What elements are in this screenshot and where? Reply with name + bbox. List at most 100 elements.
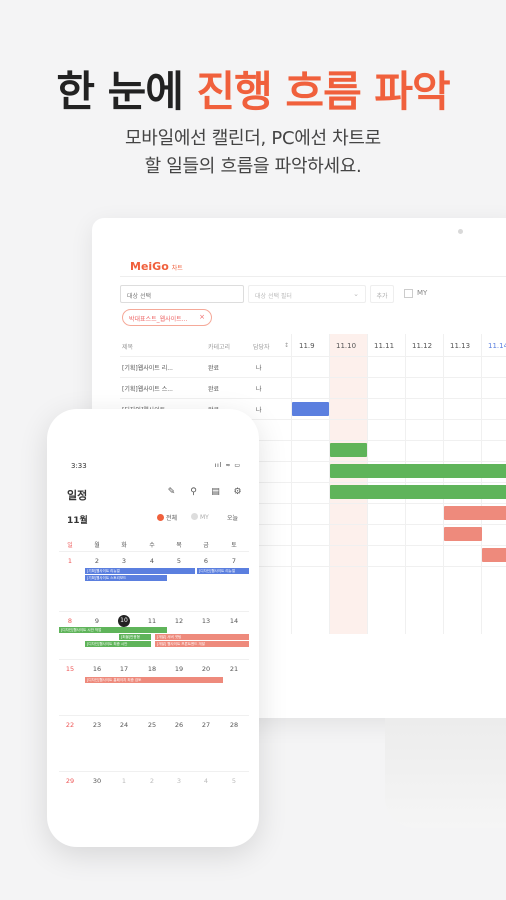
calendar-event[interactable]: [디자인]웹사이트 리뉴얼 [197, 568, 249, 574]
day-cell[interactable]: 21 [229, 665, 239, 673]
phone: 3:33 ııl ≈ ▭ 일정 ✎ ⚲ ▤ ⚙ 11월 전체 MY 오늘 일 월… [47, 409, 259, 847]
headline: 한 눈에 진행 흐름 파악 [0, 58, 506, 119]
day-cell[interactable]: 15 [65, 665, 75, 673]
day-cell[interactable]: 14 [229, 617, 239, 625]
date-header: 11.14 [488, 342, 506, 350]
day-cell[interactable]: 17 [119, 665, 129, 673]
weekday: 일 [67, 542, 73, 549]
radio-icon [157, 514, 164, 521]
day-cell[interactable]: 13 [201, 617, 211, 625]
weekday: 목 [176, 542, 182, 549]
monitor-stand [385, 718, 506, 828]
day-cell[interactable]: 28 [229, 721, 239, 729]
weekday: 화 [121, 542, 127, 549]
day-cell[interactable]: 23 [92, 721, 102, 729]
day-cell[interactable]: 6 [203, 557, 209, 565]
day-cell[interactable]: 12 [174, 617, 184, 625]
toggle-my[interactable]: MY [191, 513, 209, 521]
day-cell[interactable]: 24 [119, 721, 129, 729]
monitor: MeiGo 차트 대상 선택 대상 선택 필터 ⌄ 추가 MY 박대표스트_웹사이트… [92, 218, 506, 718]
day-cell[interactable]: 22 [65, 721, 75, 729]
row-category: 완료 [208, 386, 220, 393]
calendar-event[interactable]: [개발] 서버 셋팅 [155, 634, 249, 640]
day-cell[interactable]: 3 [176, 777, 182, 785]
my-checkbox[interactable] [404, 289, 413, 298]
close-icon[interactable]: × [199, 313, 205, 321]
phone-screen: 3:33 ııl ≈ ▭ 일정 ✎ ⚲ ▤ ⚙ 11월 전체 MY 오늘 일 월… [59, 457, 249, 809]
day-cell[interactable]: 4 [203, 777, 209, 785]
month-label[interactable]: 11월 [67, 516, 88, 526]
calendar-event[interactable]: [디자인]웹사이트 최종 시안 [85, 641, 151, 647]
day-cell[interactable]: 16 [92, 665, 102, 673]
day-cell[interactable]: 2 [94, 557, 100, 565]
row-assignee: 나 [256, 386, 262, 393]
gantt-bar[interactable] [444, 506, 506, 520]
day-cell[interactable]: 27 [201, 721, 211, 729]
day-cell[interactable]: 11 [147, 617, 157, 625]
date-header: 11.10 [336, 342, 357, 350]
day-cell[interactable]: 30 [92, 777, 102, 785]
page-title: 일정 [67, 489, 88, 502]
today-button[interactable]: 오늘 [227, 515, 239, 522]
filter-chip[interactable]: 박대표스트_웹사이트... × [122, 309, 212, 326]
calendar-event[interactable]: [기획]웹사이트 리뉴얼 [85, 568, 195, 574]
calendar-event[interactable]: [디자인]웹사이트 시안 작업 [59, 627, 167, 633]
attach-icon[interactable]: ⚲ [190, 487, 197, 497]
day-cell[interactable]: 26 [174, 721, 184, 729]
day-cell[interactable]: 9 [94, 617, 100, 625]
calendar-event[interactable]: [퍼블]반응형 [119, 634, 151, 640]
row-title[interactable]: [기획]웹사이트 리... [122, 365, 173, 372]
weekday: 월 [94, 542, 100, 549]
gantt-bar[interactable] [330, 464, 506, 478]
calendar-event[interactable]: [디자인]웹사이트 홈페이지 최종 검토 [85, 677, 223, 683]
day-cell[interactable]: 25 [147, 721, 157, 729]
gantt-bar[interactable] [482, 548, 506, 562]
sort-icon[interactable]: ↕ [284, 342, 290, 349]
row-title[interactable]: [기획]웹사이트 스... [122, 386, 173, 393]
day-cell[interactable]: 7 [231, 557, 237, 565]
subline-2: 할 일들의 흐름을 파악하세요. [144, 156, 362, 177]
date-header: 11.12 [412, 342, 433, 350]
row-category: 완료 [208, 365, 220, 372]
day-cell[interactable]: 3 [121, 557, 127, 565]
chart-icon[interactable]: ▤ [211, 487, 220, 497]
day-cell[interactable]: 29 [65, 777, 75, 785]
weekday: 토 [231, 542, 237, 549]
day-cell[interactable]: 1 [67, 557, 73, 565]
calendar-event[interactable]: [개발] 웹사이트 프론트엔드 개발 [155, 641, 249, 647]
calendar-event[interactable]: [기획]웹사이트 스토리보드 [85, 575, 167, 581]
day-cell[interactable]: 1 [121, 777, 127, 785]
weekday: 금 [203, 542, 209, 549]
gantt-bar[interactable] [292, 402, 329, 416]
target-select[interactable]: 대상 선택 [120, 285, 244, 303]
gantt-bar[interactable] [444, 527, 482, 541]
my-label: MY [417, 289, 428, 297]
day-cell[interactable]: 8 [67, 617, 73, 625]
target-filter-select[interactable]: 대상 선택 필터 ⌄ [248, 285, 366, 303]
col-assignee: 담당자 [253, 344, 270, 351]
weekday: 수 [149, 542, 155, 549]
day-cell[interactable]: 19 [174, 665, 184, 673]
date-header: 11.13 [450, 342, 471, 350]
day-cell[interactable]: 2 [149, 777, 155, 785]
date-header: 11.11 [374, 342, 395, 350]
day-cell-today[interactable]: 10 [118, 615, 130, 627]
gear-icon[interactable]: ⚙ [233, 487, 242, 497]
subline-1: 모바일에선 캘린더, PC에선 차트로 [125, 128, 381, 149]
day-cell[interactable]: 20 [201, 665, 211, 673]
gantt-bar[interactable] [330, 443, 367, 457]
day-cell[interactable]: 18 [147, 665, 157, 673]
day-cell[interactable]: 5 [176, 557, 182, 565]
date-header: 11.9 [299, 342, 315, 350]
today-column [329, 334, 367, 634]
gantt-bar[interactable] [330, 485, 506, 499]
add-button[interactable]: 추가 [370, 285, 394, 303]
col-category: 카테고리 [208, 344, 231, 351]
day-cell[interactable]: 4 [149, 557, 155, 565]
status-icons: ııl ≈ ▭ [214, 462, 241, 469]
edit-icon[interactable]: ✎ [167, 487, 176, 497]
chevron-down-icon: ⌄ [353, 290, 359, 298]
toggle-all[interactable]: 전체 [157, 513, 177, 522]
day-cell[interactable]: 5 [231, 777, 237, 785]
headline-plain: 한 눈에 [56, 67, 197, 116]
